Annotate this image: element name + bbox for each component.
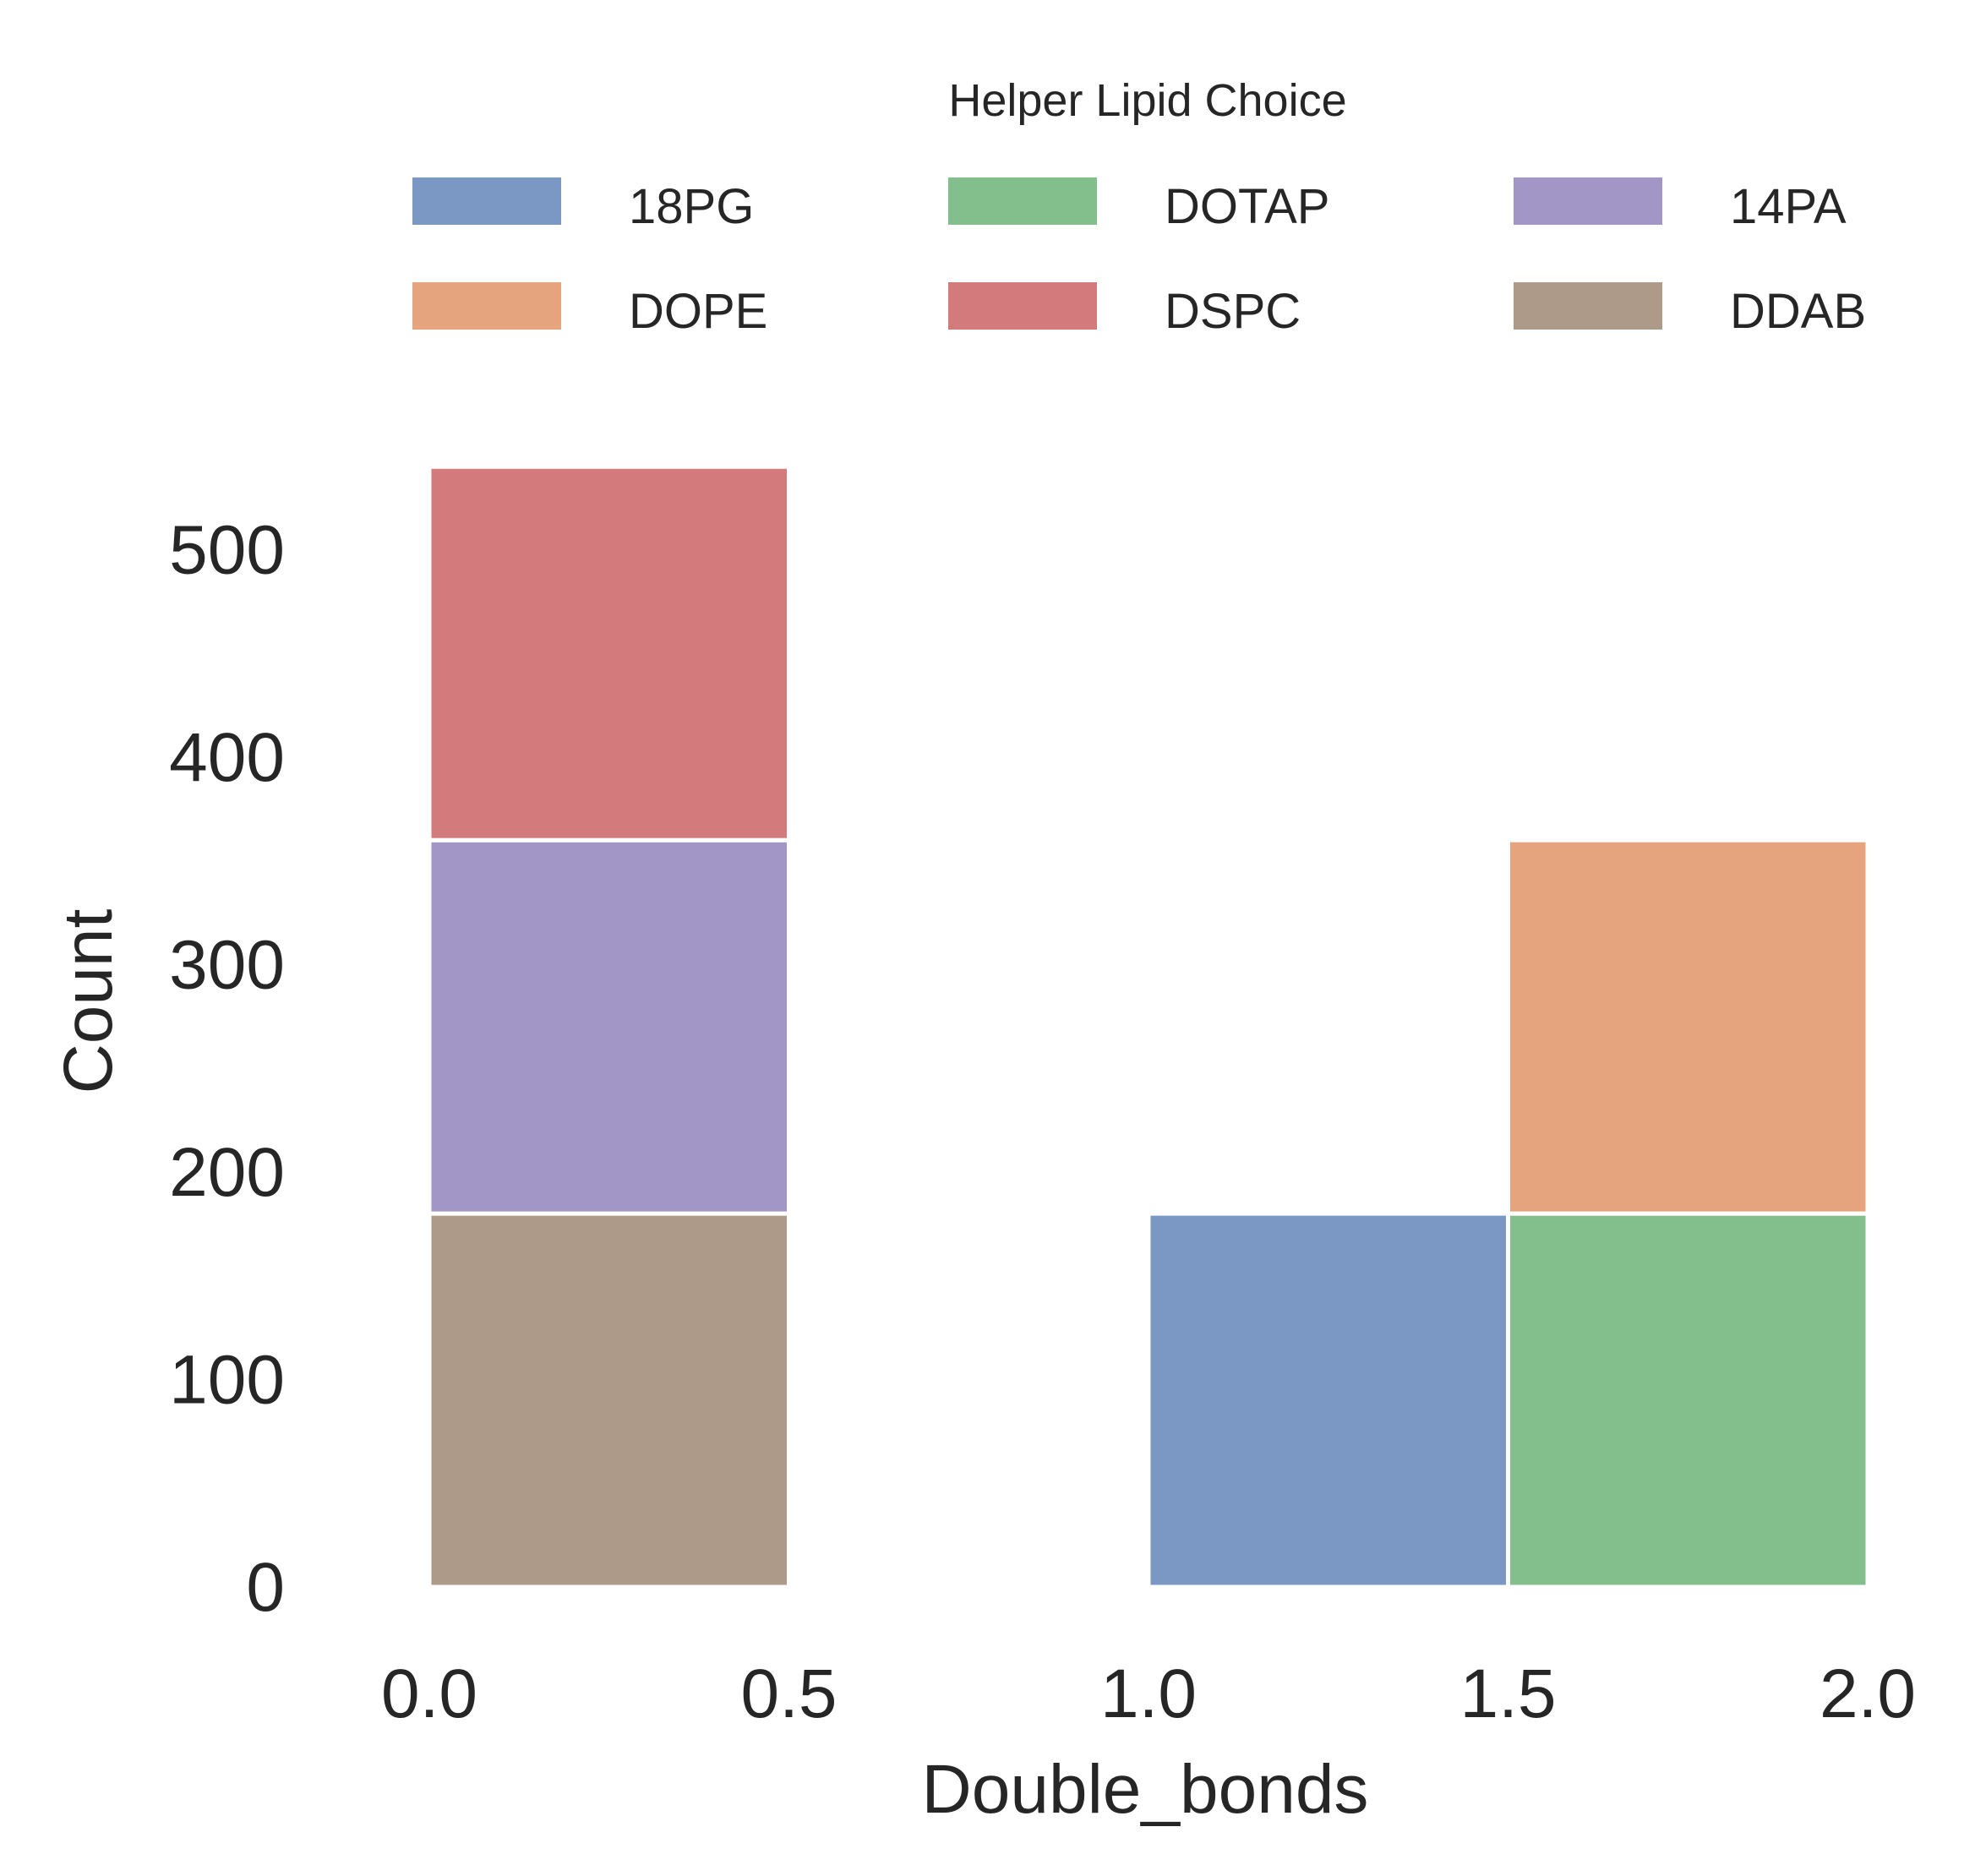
- bar-dope-bin-2: [1506, 837, 1870, 1216]
- bar-18pg-bin-1: [1146, 1211, 1510, 1590]
- y-tick-label: 500: [169, 512, 285, 589]
- y-tick-label: 0: [246, 1549, 285, 1626]
- y-axis-title: Count: [50, 908, 127, 1093]
- y-tick-label: 100: [169, 1342, 285, 1419]
- x-axis-title: Double_bonds: [922, 1751, 1369, 1828]
- x-tick-label: 1.5: [1460, 1655, 1557, 1732]
- legend-label: 14PA: [1730, 179, 1847, 234]
- bar-dspc-bin-0: [427, 464, 791, 843]
- legend-entry-14pa: 14PA: [1514, 177, 1847, 234]
- legend-entry-dotap: DOTAP: [948, 177, 1330, 234]
- bar-14pa-bin-0: [427, 837, 791, 1216]
- legend-label: DDAB: [1730, 284, 1866, 339]
- legend-swatch: [948, 282, 1097, 330]
- y-tick-labels: 0 100 200 300 400 500: [169, 512, 285, 1627]
- legend-entry-dspc: DSPC: [948, 282, 1301, 339]
- legend-items: 18PG DOPE DOTAP DSPC 14PA DDAB: [412, 177, 1866, 339]
- legend: Helper Lipid Choice 18PG DOPE DOTAP DSPC 14P…: [412, 75, 1866, 339]
- x-tick-labels: 0.0 0.5 1.0 1.5 2.0: [381, 1655, 1916, 1732]
- x-tick-label: 2.0: [1820, 1655, 1916, 1732]
- legend-title: Helper Lipid Choice: [948, 75, 1346, 126]
- y-tick-label: 400: [169, 719, 285, 796]
- legend-entry-ddab: DDAB: [1514, 282, 1866, 339]
- legend-swatch: [412, 282, 561, 330]
- y-tick-label: 300: [169, 927, 285, 1004]
- legend-label: 18PG: [629, 179, 754, 234]
- legend-label: DOPE: [629, 284, 767, 339]
- legend-swatch: [1514, 177, 1662, 225]
- x-tick-label: 0.0: [381, 1655, 477, 1732]
- bar-ddab-bin-0: [427, 1211, 791, 1590]
- legend-label: DSPC: [1165, 284, 1301, 339]
- x-tick-label: 1.0: [1100, 1655, 1197, 1732]
- legend-entry-dope: DOPE: [412, 282, 767, 339]
- legend-entry-18pg: 18PG: [412, 177, 754, 234]
- bar-dotap-bin-2: [1506, 1211, 1870, 1590]
- legend-label: DOTAP: [1165, 179, 1330, 234]
- y-tick-label: 200: [169, 1134, 285, 1211]
- legend-swatch: [1514, 282, 1662, 330]
- x-tick-label: 0.5: [741, 1655, 837, 1732]
- legend-swatch: [412, 177, 561, 225]
- legend-swatch: [948, 177, 1097, 225]
- bars-layer: [427, 464, 1870, 1590]
